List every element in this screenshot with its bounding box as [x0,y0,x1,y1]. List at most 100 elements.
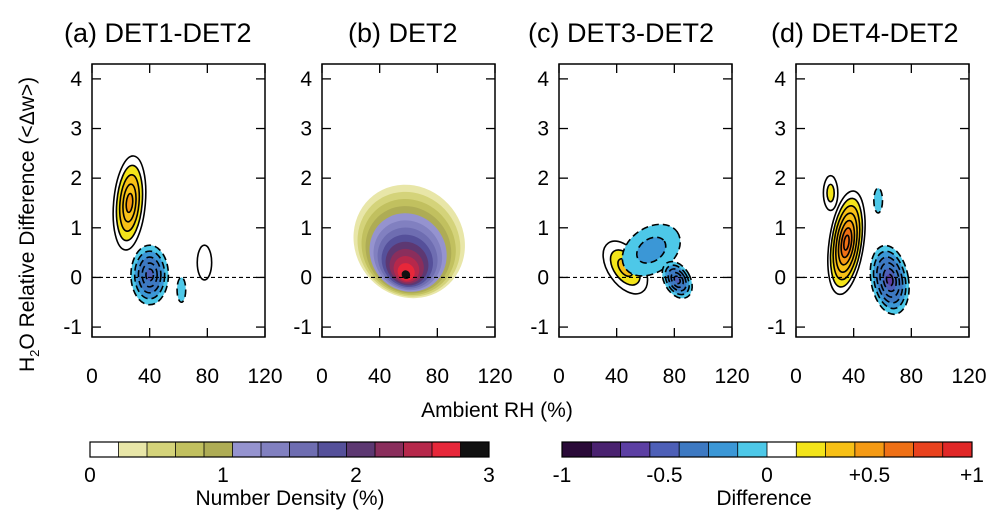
y-axis-label-rest: O Relative Difference (<Δw>) [16,77,39,350]
frame-c [558,63,733,338]
x-tick-label-a-1: 40 [138,365,161,388]
y-tick-label-b-0: 4 [300,68,312,91]
colorbar-number-density: 0 1 2 3 [84,441,495,487]
y-tick-label-a-4: 0 [70,266,82,289]
colorbar-difference-tick-4: +1 [960,464,984,487]
colorbar-difference-swatch-12 [913,442,944,457]
y-tick-label-c-4: 0 [537,266,549,289]
panel-title-d: (d) DET4-DET2 [771,18,959,48]
contour-d-neg-1-level-1 [873,187,884,214]
colorbar-number_density-swatch-8 [318,442,347,457]
colorbar-difference-swatch-10 [854,442,885,457]
y-tick-label-b-1: 3 [300,118,312,141]
contour-a-pos-0-level-5 [125,192,134,214]
colorbar-number_density-swatch-10 [375,442,404,457]
colorbar-number_density-swatch-5 [232,442,262,457]
colorbar-difference-tick-1: -0.5 [646,464,682,487]
y-axis-label-h: H [16,357,39,372]
y-tick-label-a-3: 1 [70,217,82,240]
colorbar-number-density-label: Number Density (%) [195,487,384,510]
y-tick-label-d-0: 4 [774,68,786,91]
colorbar-number_density-swatch-0 [90,442,119,457]
colorbar-difference-swatch-2 [620,442,651,457]
y-tick-label-a-0: 4 [70,68,82,91]
panel-c-data [602,223,694,300]
contour-d-pos-1 [822,174,839,212]
y-tick-label-b-2: 2 [300,167,312,190]
y-tick-label-b-3: 1 [300,217,312,240]
y-tick-label-c-1: 3 [537,118,549,141]
colorbar-number_density-swatch-7 [289,442,319,457]
contour-a-neg-0-level-5 [145,268,155,282]
x-tick-label-c-1: 40 [605,365,628,388]
colorbar-number_density-swatch-11 [403,442,433,457]
panel-title-c: (c) DET3-DET2 [528,18,714,48]
y-tick-label-d-3: 1 [774,217,786,240]
contour-c-neg-0-level-2 [635,236,667,264]
y-tick-label-d-1: 3 [774,118,786,141]
colorbar-number_density-swatch-1 [118,442,148,457]
colorbar-number_density-swatch-4 [204,442,233,457]
x-axis-label: Ambient RH (%) [421,399,573,422]
y-tick-label-a-2: 2 [70,167,82,190]
colorbar-number_density-tick-0: 0 [84,464,96,487]
y-tick-label-d-5: -1 [767,316,786,339]
colorbar-number_density-swatch-9 [346,442,376,457]
contour-d-neg-1 [873,187,884,214]
y-tick-label-a-1: 3 [70,118,82,141]
frame-a [91,63,266,338]
panel-title-b: (b) DET2 [348,18,458,48]
colorbar-number_density-swatch-2 [147,442,176,457]
x-tick-label-b-3: 120 [477,365,512,388]
contour-d-neg-0 [869,244,910,316]
y-tick-label-a-5: -1 [63,316,82,339]
y-tick-label-c-0: 4 [537,68,549,91]
contour-d-pos-0 [827,190,866,296]
contour-c-neg-1 [661,260,694,300]
colorbar-difference-swatch-13 [942,442,973,457]
colorbar-number_density-swatch-13 [460,442,490,457]
contour-a-pos-1 [196,244,213,281]
panel-d-data [822,174,910,316]
y-tick-label-b-5: -1 [293,316,312,339]
y-tick-label-c-3: 1 [537,217,549,240]
colorbar-difference-frame [561,441,973,458]
y-axis-label-sub: 2 [27,350,42,357]
x-tick-label-d-0: 0 [790,365,802,388]
x-tick-label-b-2: 80 [426,365,449,388]
y-tick-label-b-4: 0 [300,266,312,289]
colorbar-difference-swatch-6 [737,442,768,457]
x-tick-label-c-0: 0 [553,365,565,388]
x-tick-label-c-2: 80 [663,365,686,388]
panel-b-data [353,184,465,299]
colorbar-difference-swatch-11 [884,442,914,457]
x-tick-label-b-1: 40 [368,365,391,388]
colorbar-number_density-tick-1: 1 [217,464,229,487]
contour-c-neg-0 [621,223,682,277]
colorbar-number_density-swatch-12 [432,442,461,457]
panel-title-a: (a) DET1-DET2 [64,18,252,48]
colorbar-difference-swatch-9 [825,442,856,457]
colorbar-difference-swatch-8 [796,442,826,457]
panel-b-plot: 4 3 2 1 0 -1 0 40 80 120 [293,63,513,388]
y-tick-label-c-5: -1 [530,316,549,339]
y-tick-label-d-4: 0 [774,266,786,289]
contour-a-neg-0 [130,244,170,306]
colorbar-number_density-frame [89,441,490,458]
contour-d-pos-0-level-7 [843,234,850,251]
x-tick-label-d-2: 80 [900,365,923,388]
panel-a-plot: 4 3 2 1 0 -1 0 40 80 120 [63,63,283,388]
y-tick-label-d-2: 2 [774,167,786,190]
colorbar-difference-swatch-3 [649,442,680,457]
x-tick-label-d-3: 120 [951,365,986,388]
colorbar-number_density-swatch-3 [175,442,205,457]
contour-a-neg-1-level-1 [176,276,187,304]
x-tick-label-a-3: 120 [247,365,282,388]
x-tick-label-c-3: 120 [714,365,749,388]
panel-c-plot: 4 3 2 1 0 -1 0 40 80 120 [530,63,750,388]
colorbar-number_density-swatch-6 [261,442,290,457]
x-tick-label-b-0: 0 [316,365,328,388]
frame-b [321,63,496,338]
colorbar-difference-tick-3: +0.5 [849,464,890,487]
colorbar-difference-swatch-1 [591,442,621,457]
